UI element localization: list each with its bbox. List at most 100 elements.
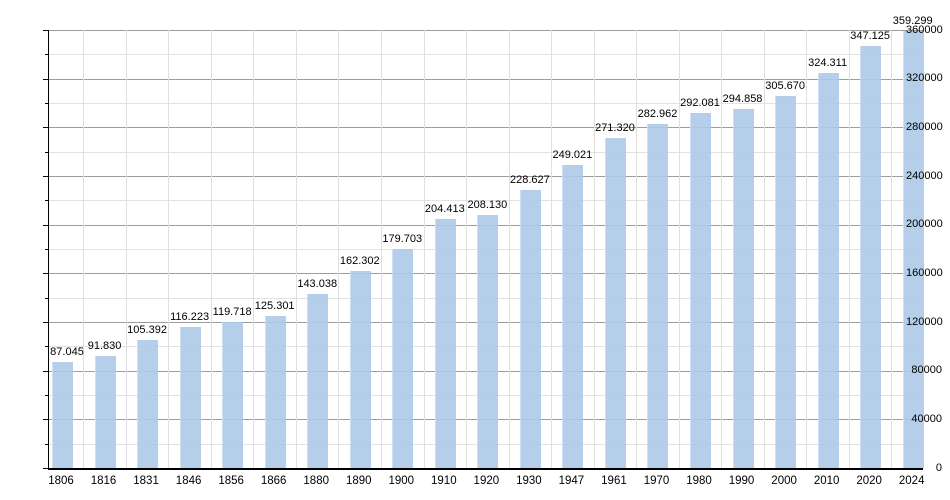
bar-1831 — [137, 339, 159, 468]
bar-2020 — [860, 45, 882, 468]
y-tick-label: 80000 — [911, 364, 942, 377]
gridline-vertical — [253, 30, 255, 468]
y-tick-mark-major — [43, 127, 48, 129]
bar-value-label: 204.413 — [424, 203, 465, 216]
x-tick-label-2024: 2024 — [898, 475, 925, 487]
y-tick-label: 200000 — [906, 218, 943, 231]
bar-1961 — [604, 137, 626, 468]
gridline-vertical — [891, 30, 893, 468]
x-tick-label-1831: 1831 — [133, 475, 159, 487]
bar-2010 — [817, 73, 839, 468]
bar-1910 — [434, 219, 456, 468]
gridline-minor-horizontal — [49, 200, 923, 202]
x-tick-label-1806: 1806 — [48, 475, 74, 487]
gridline-vertical — [423, 30, 425, 468]
y-tick-mark-major — [43, 419, 48, 421]
gridline-vertical — [678, 30, 680, 468]
bar-value-label: 359.299 — [892, 14, 933, 27]
gridline-vertical — [721, 30, 723, 468]
plot-area: 87.045 91.830 105.392 116.223 119.718 125.301… — [48, 15, 933, 470]
gridline-minor-horizontal — [49, 54, 923, 56]
y-tick-mark-major — [43, 176, 48, 177]
bar-value-label: 305.670 — [765, 80, 805, 93]
y-tick-mark-minor — [45, 395, 48, 396]
y-tick-mark-major — [43, 370, 48, 372]
gridline-vertical — [381, 30, 382, 468]
x-tick-label-1846: 1846 — [175, 475, 202, 487]
y-tick-mark-major — [43, 468, 48, 469]
bar-value-label: 116.223 — [170, 310, 210, 323]
gridline-minor-horizontal — [49, 103, 923, 104]
y-tick-label: 360000 — [906, 23, 943, 36]
bar-value-label: 282.962 — [637, 107, 678, 120]
bar-value-label: 143.038 — [297, 277, 338, 290]
bar-value-label: 105.392 — [127, 323, 167, 336]
gridline-vertical — [295, 30, 297, 468]
bar-1970 — [647, 123, 669, 468]
bar-1846 — [179, 326, 201, 468]
bar-1980 — [690, 112, 712, 468]
gridline-major-horizontal — [49, 176, 923, 177]
y-tick-mark-minor — [45, 151, 48, 153]
x-tick-label-1866: 1866 — [260, 475, 287, 487]
y-tick-label: 160000 — [906, 266, 943, 279]
bar-value-label: 179.703 — [382, 233, 423, 246]
gridline-vertical — [806, 30, 808, 468]
x-tick-label-1890: 1890 — [345, 475, 372, 487]
y-tick-label: 280000 — [906, 120, 943, 133]
x-tick-label-1961: 1961 — [601, 475, 627, 487]
y-tick-mark-minor — [45, 346, 48, 348]
bar-1990 — [732, 109, 754, 468]
y-tick-mark-major — [43, 273, 48, 275]
gridline-vertical — [848, 30, 850, 468]
bar-2000 — [775, 96, 797, 468]
bar-1900 — [392, 249, 414, 468]
y-tick-mark-minor — [45, 249, 48, 250]
bar-value-label: 162.302 — [339, 254, 380, 267]
bar-1920 — [477, 214, 499, 468]
x-tick-label-1880: 1880 — [303, 475, 329, 487]
x-tick-label-1900: 1900 — [388, 475, 415, 487]
bar-1890 — [349, 270, 371, 468]
x-tick-label-1970: 1970 — [643, 475, 670, 487]
y-tick-mark-major — [43, 224, 48, 226]
y-tick-mark-minor — [45, 103, 48, 104]
y-tick-mark-minor — [45, 297, 48, 299]
gridline-major-horizontal — [49, 30, 923, 31]
bar-1816 — [94, 356, 116, 468]
gridline-major-horizontal — [49, 127, 923, 129]
bar-1866 — [264, 315, 286, 468]
bar-1930 — [519, 189, 541, 468]
gridline-minor-horizontal — [49, 151, 923, 153]
x-tick-label-1947: 1947 — [558, 475, 585, 487]
bar-1856 — [222, 322, 244, 468]
bar-value-label: 271.320 — [595, 121, 635, 134]
bar-value-label: 249.021 — [552, 149, 593, 162]
bar-value-label: 119.718 — [212, 306, 252, 319]
y-tick-label: 40000 — [911, 412, 942, 425]
gridline-vertical — [125, 30, 127, 468]
gridline-vertical — [763, 30, 765, 468]
x-tick-label-1910: 1910 — [431, 475, 457, 487]
y-tick-label: 120000 — [906, 315, 943, 328]
x-tick-label-1816: 1816 — [90, 475, 117, 487]
x-tick-label-1990: 1990 — [728, 475, 755, 487]
y-tick-label: 320000 — [906, 72, 943, 85]
y-tick-mark-minor — [45, 54, 48, 56]
bar-value-label: 294.858 — [722, 93, 763, 106]
bar-value-label: 87.045 — [50, 346, 84, 359]
x-tick-label-1980: 1980 — [686, 475, 712, 487]
gridline-vertical — [636, 30, 638, 468]
y-tick-mark-major — [43, 78, 48, 80]
y-tick-mark-minor — [45, 200, 48, 202]
bar-1806 — [52, 362, 73, 468]
x-tick-label-2000: 2000 — [771, 475, 797, 487]
bar-value-label: 228.627 — [509, 173, 550, 186]
gridline-vertical — [508, 30, 510, 468]
bar-value-label: 324.311 — [808, 57, 848, 70]
y-tick-label: 0 — [935, 461, 942, 474]
x-tick-label-1930: 1930 — [516, 475, 542, 487]
bar-value-label: 91.830 — [87, 340, 122, 353]
gridline-vertical — [593, 30, 595, 468]
